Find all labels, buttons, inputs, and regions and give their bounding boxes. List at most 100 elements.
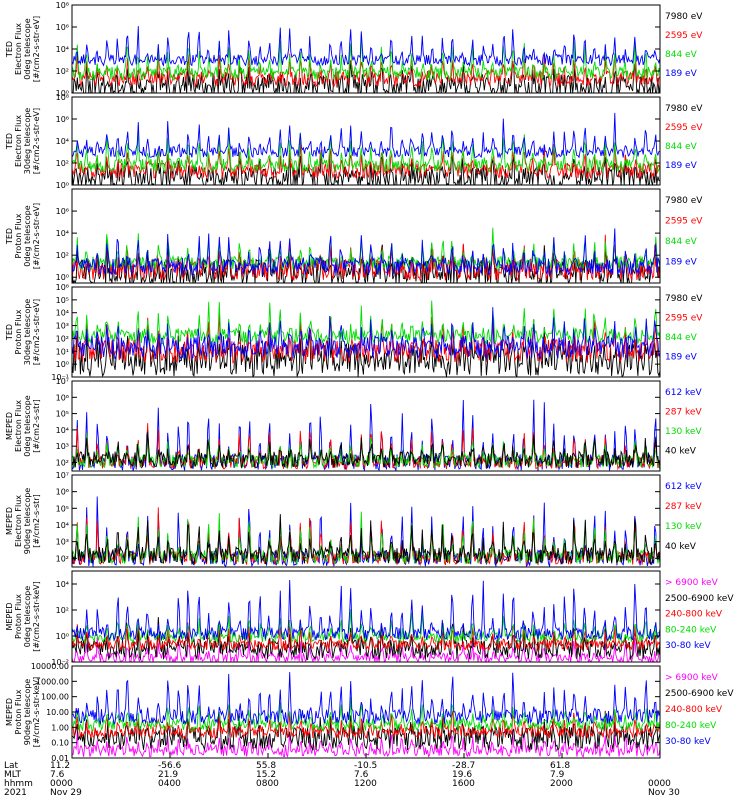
y-axis-label: Proton Flux	[14, 309, 23, 354]
y-tick-label: 0.10	[51, 739, 69, 748]
panel-1-series	[72, 26, 660, 93]
y-axis-label: 0deg telescope	[23, 586, 32, 647]
series-line-blue	[72, 579, 660, 642]
y-tick-label: 10⁰	[56, 360, 69, 369]
plot-frame	[71, 188, 661, 284]
x-tick-label: 21.9	[158, 770, 178, 780]
plot-frame	[71, 286, 661, 378]
y-tick-label: 10¹	[56, 347, 69, 356]
y-axis-label: [#/cm2-s-str-eV]	[32, 299, 41, 365]
panel-7: 10⁻² 10⁰ 10² 10⁴ MEPED Proton Flux 0deg telesc…	[5, 570, 734, 667]
y-axis-label: 30deg telescope	[23, 299, 32, 366]
y-axis-label: 90deg telescope	[23, 679, 32, 746]
y-tick-label: 10⁰	[56, 89, 69, 98]
series-line-black	[72, 327, 660, 377]
series-line-red	[72, 709, 660, 740]
y-axis-label: TED	[5, 324, 14, 341]
series-line-black	[72, 431, 660, 469]
legend-entry: 844 eV	[665, 50, 698, 60]
y-tick-label: 10⁴	[56, 580, 69, 589]
legend-entry: 189 eV	[665, 353, 698, 363]
y-tick-label: 1.00	[51, 723, 69, 732]
y-tick-label: 10²	[56, 251, 69, 260]
y-tick-label: 10⁴	[56, 309, 69, 318]
x-tick-label: 61.8	[550, 761, 570, 771]
x-tick-label: 7.6	[50, 770, 65, 780]
legend-entry: 612 keV	[665, 482, 702, 492]
y-tick-label: 10³	[56, 538, 69, 547]
panel-6: 10² 10³ 10⁴ 10⁵ 10⁶ 10⁷ MEPED Electron Flux 90de…	[5, 471, 702, 568]
y-tick-label: 10⁴	[56, 229, 69, 238]
y-tick-label: 10²	[56, 458, 69, 467]
series-line-green	[72, 227, 660, 271]
y-tick-label: 10⁰	[56, 273, 69, 282]
x-row-label: hhmm	[4, 779, 33, 789]
y-tick-label: 100.00	[41, 693, 69, 702]
y-tick-label: 10⁵	[56, 410, 69, 419]
series-line-black	[72, 148, 660, 185]
legend-entry: 287 keV	[665, 408, 702, 418]
panel-5-series	[72, 399, 660, 471]
plot-frame	[71, 570, 661, 663]
y-tick-label: 10⁻¹	[51, 373, 69, 382]
y-axis-label: MEPED	[5, 412, 14, 440]
y-axis-label: 30deg telescope	[23, 108, 32, 175]
x-tick-label: -56.6	[158, 761, 182, 771]
panel-6-series	[72, 496, 660, 567]
legend-entry: > 6900 keV	[665, 673, 719, 683]
y-tick-label: 10⁴	[56, 45, 69, 54]
legend-entry: > 6900 keV	[665, 578, 719, 588]
series-line-red	[72, 619, 660, 652]
x-tick-label: 55.8	[256, 761, 276, 771]
legend-entry: 2595 eV	[665, 314, 703, 324]
x-tick-label: 7.6	[354, 770, 369, 780]
y-tick-label: 10000.00	[31, 662, 69, 671]
x-tick-label: -10.5	[354, 761, 377, 771]
y-tick-label: 10⁰	[56, 181, 69, 190]
y-axis-label: [#/cm2-s-str-keV]	[32, 581, 41, 652]
y-tick-label: 10⁷	[56, 377, 69, 386]
panel-8-series	[72, 672, 660, 758]
y-tick-label: 10³	[56, 442, 69, 451]
legend-entry: 80-240 keV	[665, 721, 717, 731]
panel-2-series	[72, 112, 660, 185]
x-tick-label: 0000	[648, 779, 671, 789]
y-tick-label: 10⁵	[56, 504, 69, 513]
x-tick-label: 15.2	[256, 770, 276, 780]
y-tick-label: 10²	[56, 554, 69, 563]
legend-entry: 40 keV	[665, 542, 697, 552]
x-tick-label: Nov 30	[648, 788, 680, 798]
y-axis-label: [#/cm2-s-str-eV]	[32, 203, 41, 269]
x-tick-label: 19.6	[452, 770, 472, 780]
y-tick-label: 10⁶	[56, 393, 69, 402]
y-tick-label: 10⁴	[56, 137, 69, 146]
y-axis-label: 90deg telescope	[23, 488, 32, 555]
y-tick-label: 10⁶	[56, 23, 69, 32]
panel-2: 10⁰ 10² 10⁴ 10⁶ 10⁸ TED Electron Flux 30deg tel…	[5, 93, 703, 190]
legend-entry: 130 keV	[665, 522, 702, 532]
series-line-green	[72, 300, 660, 346]
y-tick-label: 10⁴	[56, 426, 69, 435]
y-axis-label: Proton Flux	[14, 594, 23, 639]
x-row-label: 2021	[4, 788, 27, 798]
legend-entry: 240-800 keV	[665, 705, 723, 715]
y-tick-label: 10⁻²	[51, 658, 69, 667]
legend-entry: 240-800 keV	[665, 610, 723, 620]
legend-entry: 189 eV	[665, 69, 698, 79]
y-axis-label: MEPED	[5, 507, 14, 535]
legend-entry: 7980 eV	[665, 196, 703, 206]
legend-entry: 7980 eV	[665, 294, 703, 304]
x-row-label: Lat	[4, 761, 19, 771]
y-axis-label: [#/cm2-s-str-eV]	[32, 16, 41, 82]
legend-entry: 844 eV	[665, 333, 698, 343]
series-line-red	[72, 49, 660, 88]
y-tick-label: 10⁵	[56, 296, 69, 305]
legend-entry: 2595 eV	[665, 31, 703, 41]
x-tick-label: 1600	[452, 779, 475, 789]
y-tick-label: 10²	[56, 606, 69, 615]
y-tick-label: 10⁶	[56, 207, 69, 216]
legend-entry: 2595 eV	[665, 123, 703, 133]
series-line-green	[72, 125, 660, 174]
